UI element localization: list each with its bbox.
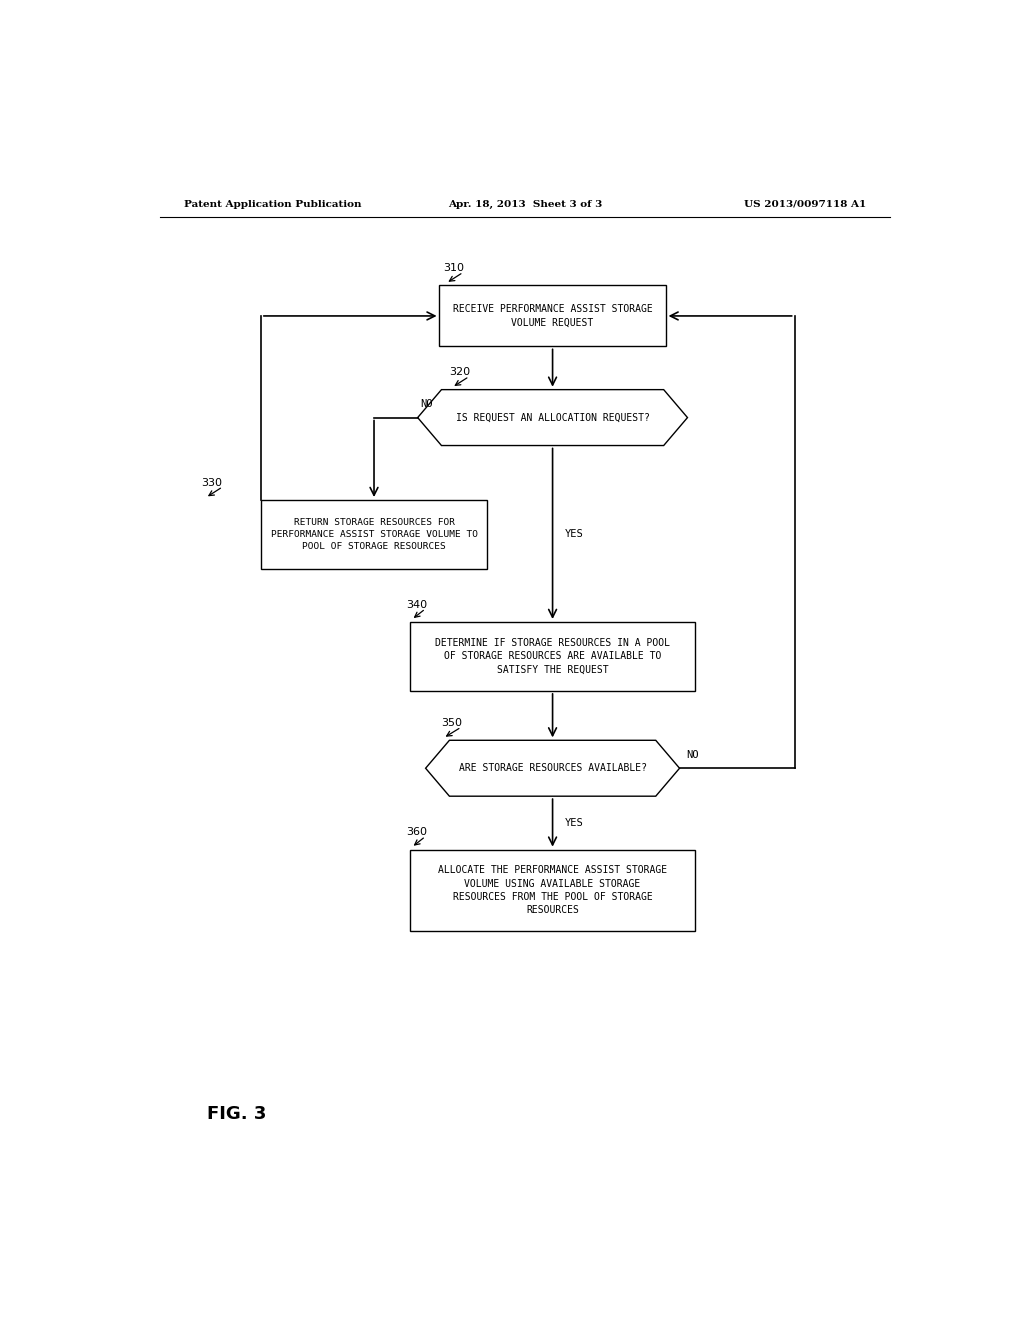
Polygon shape [426,741,680,796]
Text: Apr. 18, 2013  Sheet 3 of 3: Apr. 18, 2013 Sheet 3 of 3 [447,199,602,209]
FancyBboxPatch shape [410,622,695,690]
Text: DETERMINE IF STORAGE RESOURCES IN A POOL
OF STORAGE RESOURCES ARE AVAILABLE TO
S: DETERMINE IF STORAGE RESOURCES IN A POOL… [435,639,670,675]
FancyBboxPatch shape [410,850,695,931]
Text: ALLOCATE THE PERFORMANCE ASSIST STORAGE
VOLUME USING AVAILABLE STORAGE
RESOURCES: ALLOCATE THE PERFORMANCE ASSIST STORAGE … [438,866,668,915]
Text: 340: 340 [406,599,427,610]
Text: NO: NO [686,750,698,760]
FancyBboxPatch shape [261,500,487,569]
Text: US 2013/0097118 A1: US 2013/0097118 A1 [743,199,866,209]
Text: 350: 350 [441,718,463,729]
Text: 330: 330 [202,478,222,487]
Text: NO: NO [420,400,432,409]
FancyBboxPatch shape [439,285,666,346]
Text: RETURN STORAGE RESOURCES FOR
PERFORMANCE ASSIST STORAGE VOLUME TO
POOL OF STORAG: RETURN STORAGE RESOURCES FOR PERFORMANCE… [270,519,477,550]
Text: YES: YES [564,529,584,539]
Text: Patent Application Publication: Patent Application Publication [183,199,361,209]
Polygon shape [418,389,687,446]
Text: FIG. 3: FIG. 3 [207,1105,266,1123]
Text: RECEIVE PERFORMANCE ASSIST STORAGE
VOLUME REQUEST: RECEIVE PERFORMANCE ASSIST STORAGE VOLUM… [453,305,652,327]
Text: ARE STORAGE RESOURCES AVAILABLE?: ARE STORAGE RESOURCES AVAILABLE? [459,763,646,774]
Text: 320: 320 [450,367,471,378]
Text: 360: 360 [406,828,427,837]
Text: YES: YES [564,818,584,828]
Text: 310: 310 [443,263,465,273]
Text: IS REQUEST AN ALLOCATION REQUEST?: IS REQUEST AN ALLOCATION REQUEST? [456,413,649,422]
